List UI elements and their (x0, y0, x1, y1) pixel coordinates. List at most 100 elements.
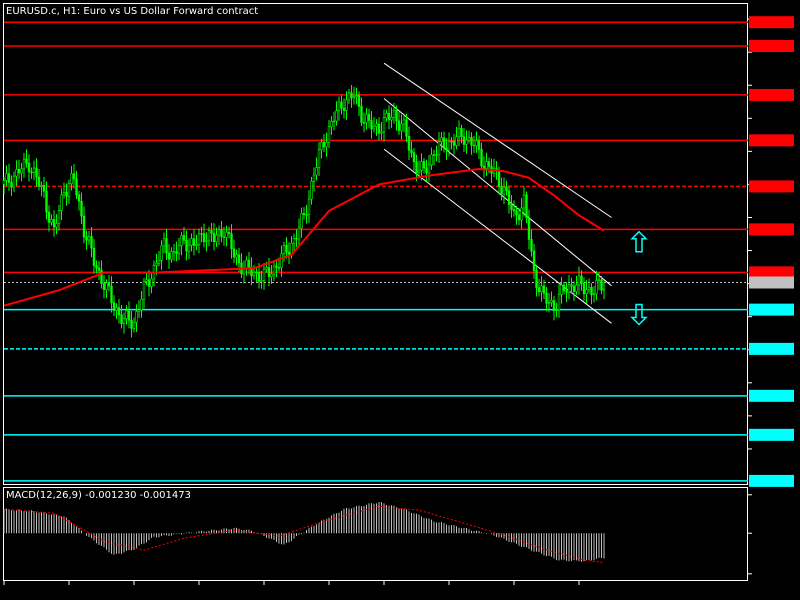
candle-body (35, 167, 38, 178)
candle-body (340, 101, 343, 109)
candle-body (122, 318, 126, 325)
candle-body (77, 194, 81, 202)
candle-body (540, 285, 543, 292)
candle-body (295, 238, 298, 240)
candle-body (500, 186, 503, 195)
candle-body (377, 123, 381, 134)
candle-body (277, 267, 281, 269)
candle-body (205, 240, 208, 242)
candle-body (542, 285, 546, 294)
candle-body (470, 137, 473, 146)
arrow-down-icon (630, 303, 648, 326)
main-plot[interactable] (2, 21, 748, 482)
level-price-box (749, 342, 794, 355)
candle-body (317, 149, 321, 168)
candle-body (32, 167, 36, 173)
candle-body (597, 279, 601, 281)
candle-body (207, 230, 211, 242)
candle-body (547, 302, 551, 304)
candle-body (497, 170, 501, 187)
candle-body (520, 207, 523, 221)
candle-body (395, 109, 398, 122)
candle-body (367, 114, 371, 121)
level-price-box (749, 303, 794, 316)
candle-body (575, 284, 578, 292)
candle-body (512, 209, 516, 212)
candle-body (452, 141, 456, 146)
candle-body (40, 185, 43, 187)
candle-body (507, 190, 511, 205)
candle-body (580, 275, 583, 284)
candle-body (365, 114, 368, 123)
time-axis (3, 581, 580, 585)
candle-body (227, 231, 231, 234)
candle-body (505, 186, 508, 192)
candle-body (70, 173, 73, 185)
candle-body (572, 285, 576, 292)
candle-body (312, 174, 316, 182)
candle-body (412, 152, 416, 163)
candle-body (465, 139, 468, 145)
candle-body (345, 99, 348, 111)
candle-body (535, 270, 538, 288)
candle-body (485, 161, 488, 169)
candle-body (67, 183, 71, 197)
candle-body (197, 233, 201, 245)
candle-body (120, 314, 123, 325)
candle-body (167, 252, 171, 260)
candle-body (225, 231, 228, 238)
candle-body (55, 223, 58, 228)
candle-body (527, 217, 531, 240)
candle-body (15, 169, 18, 177)
candle-body (30, 171, 33, 174)
candle-body (25, 158, 28, 164)
candle-body (430, 154, 433, 166)
candle-body (150, 278, 153, 287)
candle-body (272, 265, 276, 275)
candle-body (95, 265, 98, 269)
candle-body (47, 211, 51, 223)
candle-body (282, 245, 286, 255)
candle-body (37, 176, 41, 187)
candle-body (267, 267, 271, 277)
candle-body (270, 273, 273, 277)
candle-body (415, 161, 418, 173)
candle-body (300, 213, 303, 229)
candle-body (437, 141, 441, 156)
macd-plot[interactable] (3, 494, 752, 575)
price-axis (748, 16, 794, 487)
level-price-box (749, 16, 794, 29)
level-price-box (749, 428, 794, 441)
candle-body (407, 135, 411, 151)
candle-body (510, 204, 513, 210)
candle-body (132, 321, 136, 329)
level-price-box (749, 88, 794, 101)
candle-body (585, 289, 588, 294)
candle-body (502, 186, 506, 195)
candle-body (202, 233, 206, 242)
candle-body (242, 268, 246, 275)
candle-body (427, 164, 431, 174)
candle-body (217, 229, 221, 236)
candle-body (292, 238, 296, 244)
candle-body (475, 140, 478, 147)
candle-body (87, 236, 91, 241)
candle-body (342, 107, 346, 111)
candle-body (257, 271, 261, 282)
candle-body (180, 235, 183, 246)
candle-body (285, 245, 288, 253)
candle-body (165, 238, 168, 254)
candle-body (467, 137, 471, 141)
candle-body (567, 284, 571, 293)
candle-body (125, 310, 128, 320)
candle-body (417, 170, 421, 173)
candle-body (565, 290, 568, 293)
candle-body (480, 149, 483, 167)
level-price-box (749, 180, 794, 193)
candle-body (290, 242, 293, 255)
candle-body (600, 279, 603, 291)
candle-body (27, 162, 31, 173)
candle-body (12, 175, 16, 188)
candle-body (460, 128, 463, 137)
